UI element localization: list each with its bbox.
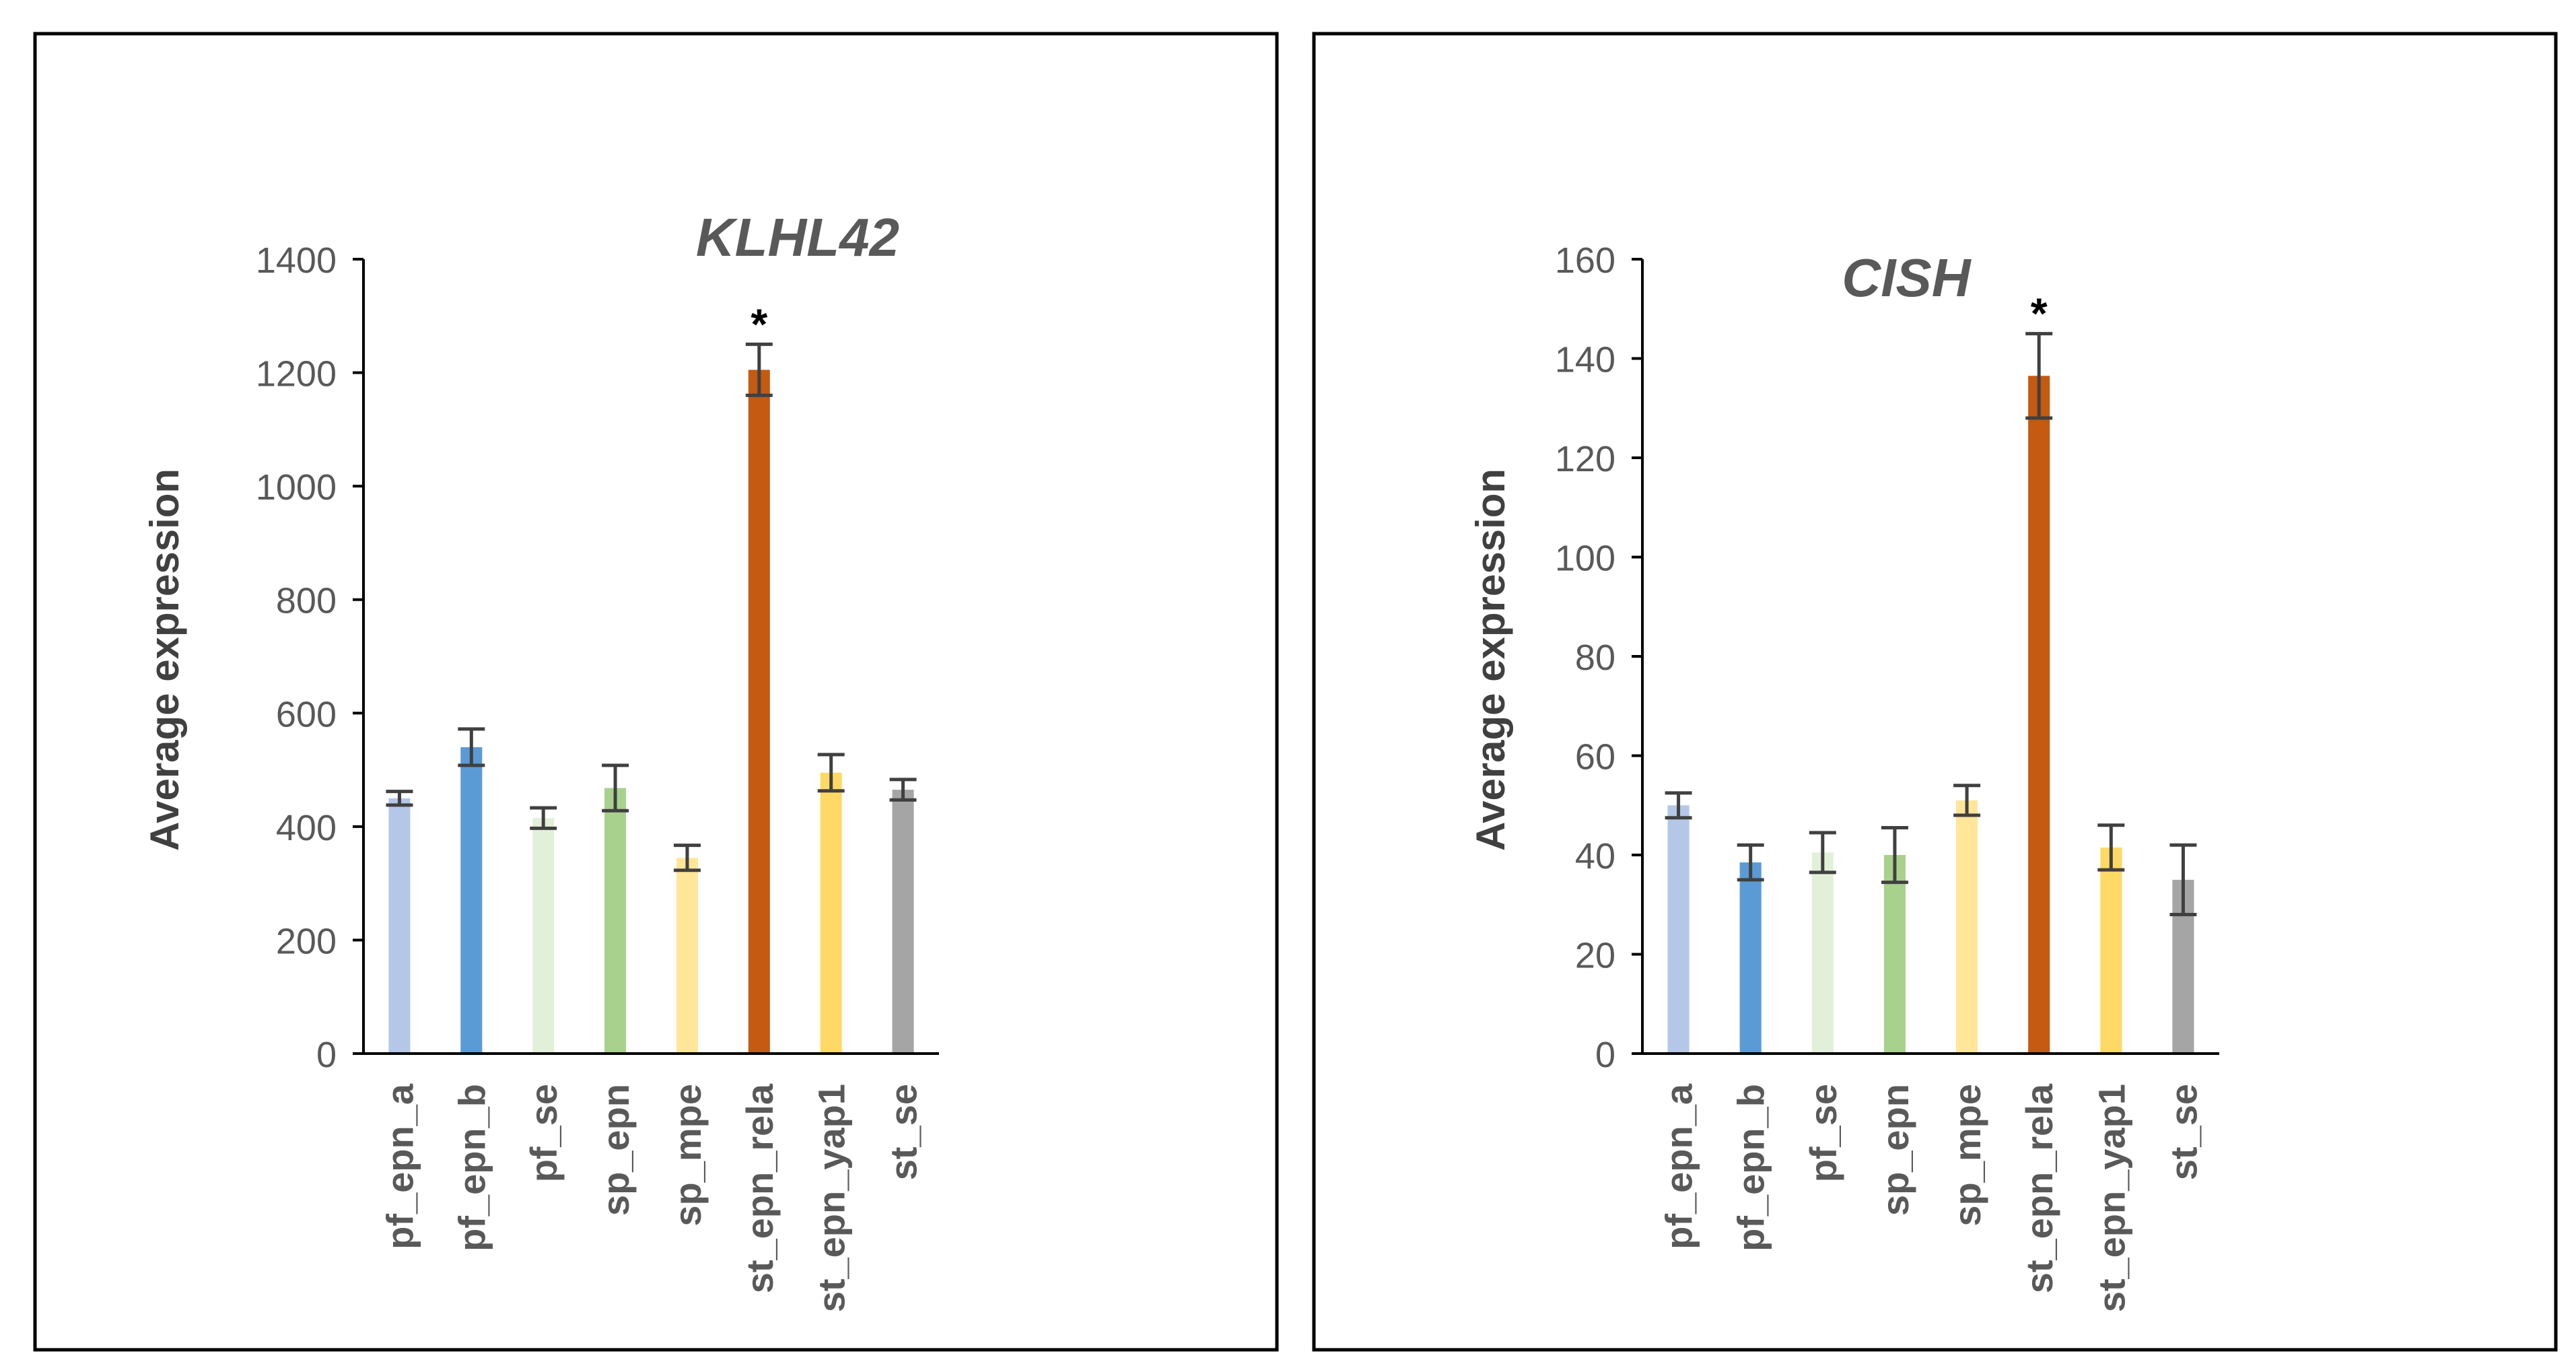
bar-st_epn_yap1 [820, 772, 842, 1054]
chart-title: KLHL42 [696, 207, 899, 267]
x-tick-label: st_epn_rela [2018, 1083, 2060, 1293]
error-bar-pf_se [530, 806, 557, 830]
error-bars [386, 342, 917, 872]
y-tick-label: 200 [276, 921, 337, 961]
error-bar-st_epn_rela [2025, 332, 2053, 420]
chart-panel-cish: CISH Average expression 0 20 40 60 80 100 120 1… [1312, 32, 2558, 1352]
y-tick-label: 60 [1575, 737, 1615, 778]
y-tick-labels: 0 20 40 60 80 100 120 140 160 [1555, 240, 1642, 1075]
x-tick-label: pf_epn_b [1730, 1084, 1772, 1251]
bar-st_se [892, 790, 914, 1054]
bar-series [1667, 376, 2194, 1054]
bar-pf_se [532, 818, 555, 1054]
y-tick-label: 160 [1555, 240, 1615, 281]
significance-marker: * [751, 300, 767, 348]
significance-markers: * [751, 300, 767, 348]
panel-border [33, 32, 1279, 1352]
bar-sp_epn [1883, 855, 1906, 1054]
y-tick-labels: 0 200 400 600 800 1000 1200 1400 [256, 240, 363, 1075]
error-bar-sp_mpe [673, 844, 701, 872]
y-tick-label: 400 [276, 808, 337, 848]
y-tick-label: 1000 [256, 467, 337, 508]
y-tick-label: 80 [1575, 638, 1615, 678]
x-tick-label: sp_mpe [1946, 1084, 1988, 1227]
axes [1641, 259, 2219, 1055]
y-axis-label: Average expression [1468, 469, 1513, 851]
y-tick-label: 40 [1575, 836, 1615, 877]
x-tick-label: sp_mpe [666, 1084, 709, 1227]
x-tick-labels: pf_epn_a pf_epn_b pf_se sp_epn sp_mpe st_epn_… [1658, 1083, 2205, 1312]
error-bar-st_se [889, 778, 917, 802]
error-bar-sp_epn [1881, 825, 1908, 885]
error-bar-st_epn_yap1 [817, 753, 845, 793]
panel-border [1312, 32, 2558, 1352]
x-tick-label: st_epn_yap1 [810, 1084, 853, 1312]
chart-panel-klhl42: KLHL42 Average expression 0 200 400 600 800 1… [33, 32, 1279, 1352]
bar-pf_epn_a [388, 798, 411, 1054]
y-tick-label: 20 [1575, 936, 1615, 976]
y-tick-label: 0 [316, 1035, 337, 1075]
bar-pf_epn_a [1667, 805, 1690, 1054]
x-tick-label: sp_epn [594, 1084, 637, 1216]
x-tick-label: st_se [2162, 1084, 2204, 1180]
x-tick-label: st_se [882, 1084, 925, 1180]
bar-series [388, 370, 914, 1054]
bar-sp_mpe [1955, 800, 1978, 1054]
x-tick-label: pf_se [522, 1084, 565, 1182]
y-tick-label: 1400 [256, 240, 337, 281]
error-bar-pf_epn_a [1665, 791, 1692, 820]
significance-marker: * [2031, 289, 2048, 338]
error-bar-st_epn_rela [745, 342, 773, 397]
error-bar-sp_mpe [1953, 784, 1981, 817]
bar-st_epn_rela [2028, 376, 2050, 1054]
error-bar-st_epn_yap1 [2097, 823, 2125, 872]
error-bar-pf_epn_b [1737, 843, 1764, 882]
y-tick-label: 120 [1555, 439, 1615, 479]
y-axis-label: Average expression [142, 469, 187, 851]
y-tick-label: 1200 [256, 354, 337, 395]
significance-markers: * [2031, 289, 2048, 338]
bar-pf_epn_b [460, 747, 483, 1054]
error-bars [1665, 332, 2197, 916]
bar-sp_epn [604, 788, 627, 1054]
y-tick-label: 600 [276, 694, 337, 734]
x-tick-label: st_epn_rela [738, 1083, 781, 1293]
bar-st_epn_yap1 [2100, 847, 2122, 1054]
y-tick-label: 0 [1595, 1035, 1615, 1075]
y-tick-label: 800 [276, 581, 337, 621]
y-tick-label: 140 [1555, 340, 1615, 380]
error-bar-pf_epn_a [386, 790, 413, 807]
error-bar-st_se [2169, 843, 2197, 916]
y-tick-label: 100 [1555, 539, 1615, 579]
x-tick-label: pf_se [1802, 1084, 1844, 1182]
bar-pf_se [1811, 852, 1834, 1054]
x-tick-label: st_epn_yap1 [2090, 1084, 2132, 1312]
error-bar-pf_epn_b [458, 727, 485, 767]
error-bar-pf_se [1809, 831, 1836, 874]
bar-sp_mpe [676, 858, 698, 1054]
axes [362, 259, 939, 1055]
x-tick-label: pf_epn_a [1658, 1083, 1700, 1249]
x-tick-labels: pf_epn_a pf_epn_b pf_se sp_epn sp_mpe st_epn_… [378, 1083, 924, 1312]
bar-pf_epn_b [1739, 862, 1762, 1054]
x-tick-label: pf_epn_a [378, 1083, 421, 1249]
error-bar-sp_epn [602, 763, 629, 813]
x-tick-label: sp_epn [1874, 1084, 1916, 1216]
bar-st_epn_rela [748, 370, 770, 1054]
x-tick-label: pf_epn_b [450, 1084, 493, 1251]
chart-title: CISH [1842, 248, 1972, 308]
